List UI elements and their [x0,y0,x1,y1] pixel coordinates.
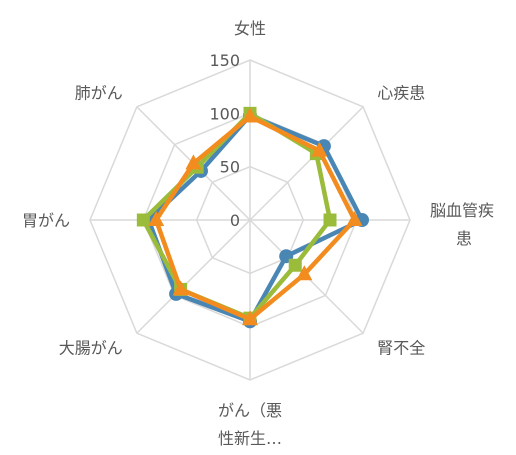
radar-series [136,106,369,329]
data-point [346,211,363,226]
series-2 [148,107,363,326]
data-point [136,213,150,227]
data-point [311,141,328,157]
data-point [323,213,337,227]
category-label: がん（悪性新生… [218,401,282,448]
radial-tick-labels: 0 50 100 150 [209,51,240,230]
data-point [242,107,258,123]
category-label: 女性 [234,19,266,38]
category-label: 腎不全 [377,338,425,357]
data-point [185,154,202,170]
tick-label: 0 [230,211,240,230]
category-label: 脳血管疾患 [430,201,494,248]
data-point [148,211,165,226]
category-label: 肺がん [75,84,123,103]
data-point [242,310,258,326]
spoke-1 [249,106,364,221]
tick-label: 50 [220,158,240,177]
spoke-5 [136,219,251,334]
data-point [296,265,313,281]
data-point [288,258,302,272]
tick-label: 150 [209,51,240,70]
category-label: 大腸がん [59,338,123,357]
category-label: 胃がん [22,211,70,230]
data-point [172,280,189,296]
category-label: 心疾患 [377,84,425,103]
tick-label: 100 [209,104,240,123]
